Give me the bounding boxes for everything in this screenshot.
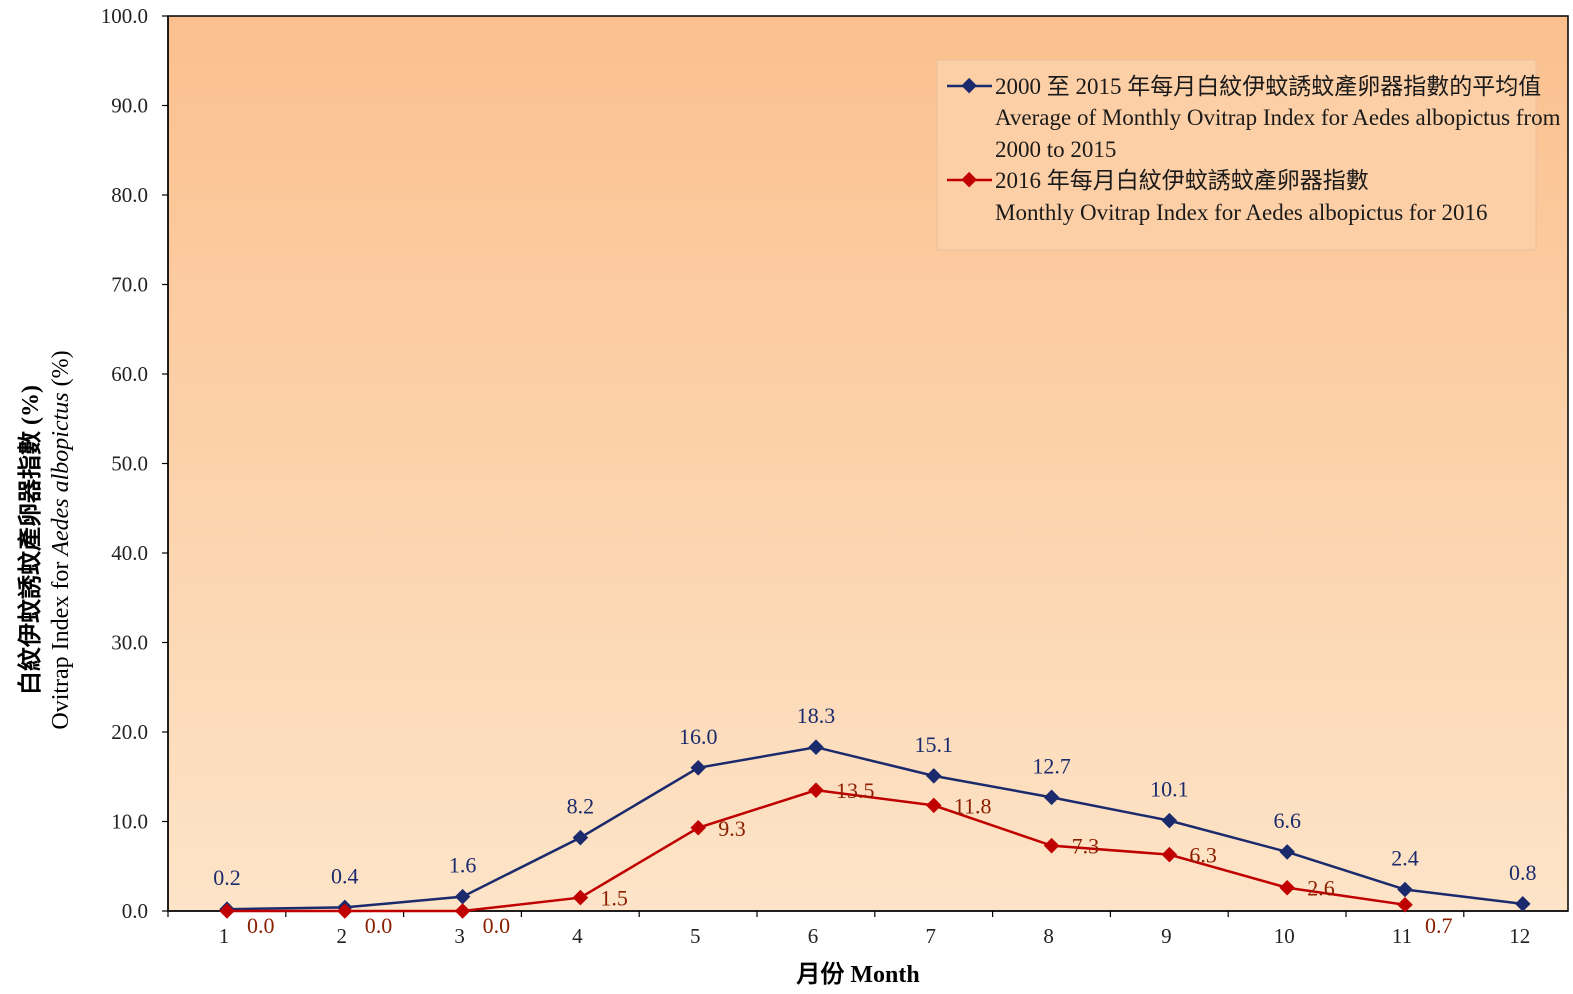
y-axis-title-prefix: Ovitrap Index for <box>48 556 74 730</box>
y-tick-label: 30.0 <box>111 631 148 655</box>
x-tick-label: 8 <box>1043 924 1054 948</box>
legend-label-2016-1: 2016 年每月白紋伊蚊誘蚊產卵器指數 <box>995 168 1369 193</box>
data-label-2016: 2.6 <box>1307 876 1335 901</box>
y-tick-label: 70.0 <box>111 273 148 297</box>
y-tick-label: 40.0 <box>111 541 148 565</box>
legend-label-average-2: Average of Monthly Ovitrap Index for Aed… <box>995 105 1561 130</box>
data-label-2016: 1.5 <box>600 886 628 911</box>
data-point-s1 <box>572 889 589 906</box>
legend-marker-2016 <box>961 171 977 188</box>
data-label-2016: 0.0 <box>365 913 393 938</box>
x-tick-label: 10 <box>1274 924 1295 948</box>
y-tick-label: 20.0 <box>111 720 148 744</box>
data-label-2016: 11.8 <box>954 793 992 818</box>
data-label-2016: 6.3 <box>1189 843 1217 868</box>
data-label-2016: 0.0 <box>247 913 275 938</box>
data-point-s1 <box>1397 896 1413 913</box>
data-point-s0 <box>1043 789 1060 806</box>
data-label-average: 8.2 <box>567 794 595 819</box>
y-axis-title-line2: Ovitrap Index for Aedes albopictus (%) <box>48 350 74 729</box>
data-label-average: 12.7 <box>1032 753 1071 778</box>
x-tick-label: 12 <box>1509 924 1530 948</box>
x-tick-label: 2 <box>337 924 348 948</box>
data-point-s1 <box>219 903 235 919</box>
y-tick-label: 80.0 <box>111 183 148 207</box>
series-layer: 0.2 0.4 1.6 8.2 16.0 18.3 15.1 12.7 10.1 6.6 2.4 0.… <box>213 703 1536 938</box>
y-tick-label: 50.0 <box>111 452 148 476</box>
data-point-s0 <box>690 760 706 776</box>
data-point-s1 <box>690 819 706 836</box>
y-tick-label: 0.0 <box>122 899 148 923</box>
y-tick-label: 90.0 <box>111 94 148 118</box>
x-tick-label: 3 <box>454 924 465 948</box>
data-label-2016: 13.5 <box>836 778 875 803</box>
data-label-average: 18.3 <box>797 703 836 728</box>
x-tick-label: 9 <box>1161 924 1172 948</box>
data-label-average: 1.6 <box>449 853 477 878</box>
data-label-2016: 0.0 <box>483 913 511 938</box>
y-tick-label: 100.0 <box>101 4 148 28</box>
y-axis-title-line1: 白紋伊蚊誘蚊產卵器指數 (%) <box>16 385 44 695</box>
x-tick-label: 1 <box>219 924 230 948</box>
data-point-s0 <box>808 739 824 755</box>
data-label-average: 6.6 <box>1273 808 1301 833</box>
x-tick-label: 4 <box>572 924 583 948</box>
data-point-s0 <box>1397 881 1413 898</box>
data-label-average: 0.8 <box>1509 860 1537 885</box>
legend-box <box>936 59 1537 251</box>
data-label-average: 10.1 <box>1150 777 1189 802</box>
data-label-average: 16.0 <box>679 724 718 749</box>
y-tick-label: 60.0 <box>111 362 148 386</box>
data-label-2016: 0.7 <box>1425 913 1453 938</box>
y-tick-label: 10.0 <box>111 810 148 834</box>
y-axis-title-italic: Aedes albopictus <box>48 392 74 557</box>
data-point-s0 <box>1515 896 1531 912</box>
legend: 2000 至 2015 年每月白紋伊蚊誘蚊產卵器指數的平均值 Average o… <box>936 59 1561 251</box>
data-label-2016: 9.3 <box>718 816 746 841</box>
x-tick-label: 11 <box>1392 924 1412 948</box>
legend-entry-average: 2000 至 2015 年每月白紋伊蚊誘蚊產卵器指數的平均值 Average o… <box>947 74 1561 162</box>
legend-entry-2016: 2016 年每月白紋伊蚊誘蚊產卵器指數 Monthly Ovitrap Inde… <box>947 168 1488 225</box>
data-point-s0 <box>1161 812 1178 829</box>
legend-label-average-3: 2000 to 2015 <box>995 137 1116 162</box>
legend-marker-average <box>961 77 977 94</box>
y-axis: 0.0 10.0 20.0 30.0 40.0 50.0 60.0 70.0 80.0 90.0 1… <box>101 4 169 923</box>
data-point-s0 <box>1279 844 1295 860</box>
data-label-average: 2.4 <box>1391 846 1419 871</box>
legend-label-2016-2: Monthly Ovitrap Index for Aedes albopict… <box>995 200 1488 225</box>
data-point-s1 <box>926 797 942 814</box>
x-tick-label: 7 <box>926 924 937 948</box>
x-axis-title: 月份 Month <box>795 961 919 988</box>
data-point-s0 <box>572 829 589 846</box>
series-line-0 <box>226 745 1523 911</box>
x-tick-label: 6 <box>808 924 819 948</box>
y-axis-title-suffix: (%) <box>48 350 74 392</box>
data-point-s1 <box>1161 846 1178 863</box>
data-label-average: 0.4 <box>331 863 359 888</box>
legend-label-average-1: 2000 至 2015 年每月白紋伊蚊誘蚊產卵器指數的平均值 <box>995 74 1541 99</box>
data-point-s1 <box>1043 837 1060 854</box>
data-point-s1 <box>808 782 824 798</box>
data-label-average: 0.2 <box>213 865 241 890</box>
data-point-s0 <box>926 768 942 784</box>
x-tick-label: 5 <box>690 924 701 948</box>
data-point-s1 <box>1279 879 1295 896</box>
data-label-average: 15.1 <box>915 732 954 757</box>
data-label-2016: 7.3 <box>1072 834 1100 859</box>
